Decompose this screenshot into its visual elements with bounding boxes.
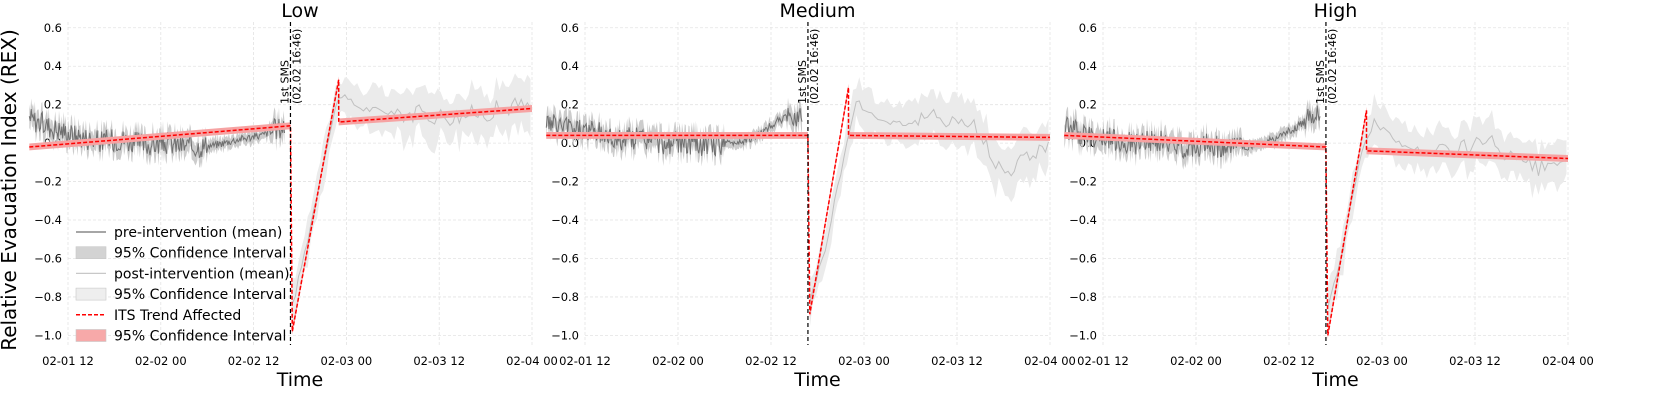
pre-ci-band (29, 98, 285, 168)
panel-title: Medium (780, 0, 856, 22)
legend-label: ITS Trend Affected (114, 308, 241, 324)
x-tick-label: 02-04 00 (506, 354, 558, 368)
y-tick-label: −1.0 (34, 328, 62, 342)
legend-item: 95% Confidence Interval (75, 329, 286, 345)
y-tick-label: −0.6 (1069, 251, 1097, 265)
y-tick-label: −0.4 (34, 213, 62, 227)
intervention-time-label: (02.02 16:46) (808, 29, 821, 104)
y-tick-label: 0.2 (561, 98, 579, 112)
legend-item: 95% Confidence Interval (75, 287, 286, 303)
y-axis-label: Relative Evacuation Index (REX) (0, 29, 21, 351)
intervention-label: 1st SMS (1314, 60, 1327, 104)
legend-label: 95% Confidence Interval (114, 329, 286, 345)
y-tick-label: −0.4 (1069, 213, 1097, 227)
y-tick-label: 0.4 (44, 59, 62, 73)
x-tick-label: 02-03 12 (931, 354, 983, 368)
y-tick-label: −0.8 (1069, 290, 1097, 304)
y-tick-label: 0.2 (44, 98, 62, 112)
y-tick-label: −0.2 (34, 175, 62, 189)
y-tick-label: 0.4 (561, 59, 579, 73)
panel-medium: 0.6 0.4 0.2 0.0 −0.2 −0.4 −0.6 −0.8 −1.0 02-01 12… (545, 0, 1076, 391)
intervention-label: 1st SMS (278, 60, 291, 104)
y-tick-label: −0.4 (551, 213, 579, 227)
its-ci-band (338, 105, 532, 126)
its-trend-line (546, 87, 1051, 315)
x-tick-label: 02-02 00 (135, 354, 187, 368)
x-tick-label: 02-02 12 (228, 354, 280, 368)
legend-label: 95% Confidence Interval (114, 287, 286, 303)
legend-swatch (75, 246, 107, 259)
x-tick-label: 02-03 00 (321, 354, 373, 368)
y-tick-label: 0.4 (1079, 59, 1097, 73)
y-tick-label: −1.0 (551, 328, 579, 342)
x-tick-label: 02-03 00 (1356, 354, 1408, 368)
chart-panels: 0.6 0.4 0.2 0.0 −0.2 −0.4 −0.6 −0.8 −1.0 02-01 12… (28, 0, 1594, 391)
legend-label: 95% Confidence Interval (114, 246, 286, 262)
x-tick-label: 02-04 00 (1542, 354, 1594, 368)
x-axis-label: Time (276, 369, 324, 391)
x-tick-label: 02-01 12 (42, 354, 94, 368)
legend-item: 95% Confidence Interval (75, 246, 286, 262)
y-tick-label: 0.2 (1079, 98, 1097, 112)
x-tick-label: 02-01 12 (559, 354, 611, 368)
y-tick-label: −0.2 (551, 175, 579, 189)
y-tick-label: −0.8 (34, 290, 62, 304)
legend-item: post-intervention (mean) (76, 266, 290, 282)
legend: pre-intervention (mean) 95% Confidence In… (75, 225, 290, 345)
y-tick-label: −1.0 (1069, 328, 1097, 342)
legend-item: ITS Trend Affected (76, 308, 241, 324)
x-tick-label: 02-02 12 (745, 354, 797, 368)
y-tick-label: −0.8 (551, 290, 579, 304)
y-tick-label: 0.6 (1079, 21, 1097, 35)
legend-item: pre-intervention (mean) (76, 225, 282, 241)
x-tick-label: 02-04 00 (1024, 354, 1076, 368)
legend-swatch (75, 287, 107, 301)
x-tick-label: 02-02 12 (1263, 354, 1315, 368)
x-tick-label: 02-03 12 (413, 354, 465, 368)
pre-intervention-line (1063, 105, 1321, 160)
its-ci-band (1064, 131, 1326, 151)
its-ci-band (546, 131, 808, 139)
y-tick-label: −0.6 (551, 251, 579, 265)
its-trend-line (29, 79, 533, 332)
legend-label: post-intervention (mean) (114, 266, 290, 282)
intervention-time-label: (02.02 16:46) (290, 29, 303, 104)
panel-title: Low (281, 0, 318, 22)
x-tick-label: 02-01 12 (1077, 354, 1129, 368)
intervention-time-label: (02.02 16:46) (1326, 29, 1339, 104)
x-tick-label: 02-02 00 (652, 354, 704, 368)
panel-high: 0.60.40.20.0−0.2−0.4−0.6−0.8−1.002-01 12… (1063, 0, 1594, 391)
x-tick-label: 02-02 00 (1170, 354, 1222, 368)
legend-label: pre-intervention (mean) (114, 225, 282, 241)
its-trend-line (1064, 110, 1569, 336)
y-tick-label: −0.2 (1069, 175, 1097, 189)
y-tick-label: 0.6 (44, 21, 62, 35)
post-intervention-line (809, 100, 1049, 304)
x-axis-label: Time (1311, 369, 1359, 391)
post-ci-band (292, 73, 531, 330)
panel-low: 0.60.40.20.0−0.2−0.4−0.6−0.8−1.002-01 12… (28, 0, 558, 391)
legend-swatch (75, 329, 107, 342)
panel-title: High (1314, 0, 1358, 22)
x-tick-label: 02-03 00 (838, 354, 890, 368)
pre-ci-band (1064, 95, 1320, 170)
y-tick-label: 0.0 (561, 136, 579, 150)
y-tick-label: 0.6 (561, 21, 579, 35)
y-tick-label: −0.6 (34, 251, 62, 265)
post-intervention-line (1327, 117, 1567, 308)
its-ci-band (29, 122, 291, 151)
intervention-label: 1st SMS (796, 60, 809, 104)
x-axis-label: Time (793, 369, 841, 391)
x-tick-label: 02-03 12 (1449, 354, 1501, 368)
